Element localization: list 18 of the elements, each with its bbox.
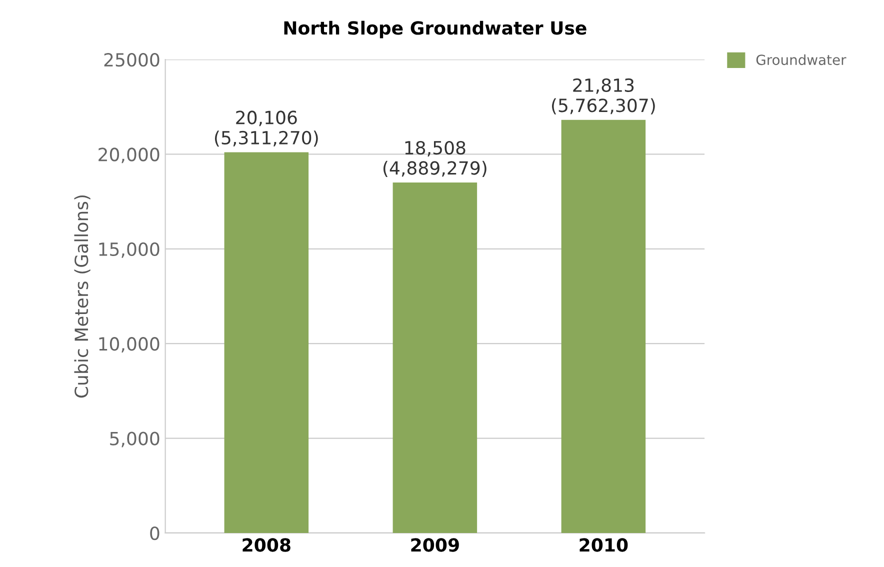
- x-tick-label: 2009: [411, 538, 459, 552]
- y-tick-label: 0: [150, 526, 160, 540]
- data-label: 21,813 (5,762,307): [552, 78, 655, 114]
- x-tick-label: 2008: [242, 538, 290, 552]
- data-label: 18,508 (4,889,279): [383, 140, 486, 177]
- y-tick-label: 5,000: [110, 432, 160, 448]
- bar: [224, 152, 309, 533]
- x-tick-label: 2010: [580, 538, 628, 552]
- y-tick-label: 20,000: [98, 148, 160, 164]
- y-axis-title: Cubic Meters (Gallons): [74, 195, 90, 398]
- bar: [561, 120, 646, 533]
- y-tick-label: 25000: [104, 52, 160, 67]
- legend-label: Groundwater: [756, 54, 846, 66]
- y-tick-label: 15,000: [99, 242, 160, 258]
- chart-title: North Slope Groundwater Use: [284, 20, 586, 38]
- y-tick-label: 10,000: [99, 337, 160, 353]
- bar: [392, 182, 478, 533]
- data-label: 20,106 (5,311,270): [214, 110, 318, 147]
